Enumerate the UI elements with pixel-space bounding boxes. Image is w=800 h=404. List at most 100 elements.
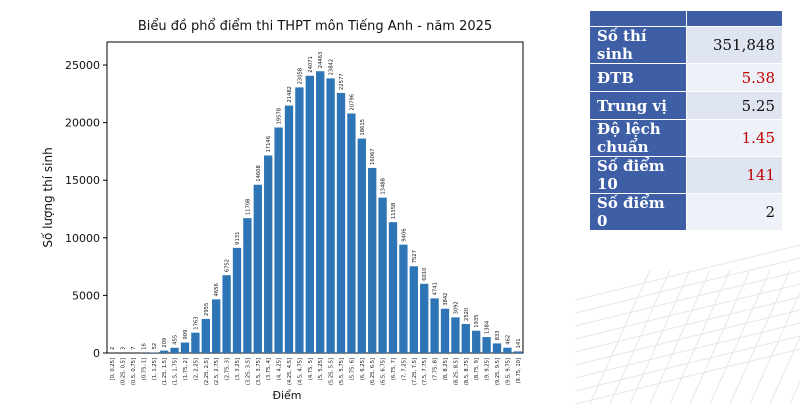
x-tick-label: (0.5, 0.75] [131, 358, 137, 385]
x-tick-label: (1.25, 1.5] [162, 358, 168, 385]
bar-value-label: 209 [162, 338, 168, 348]
bar-value-label: 18615 [360, 119, 366, 136]
x-tick-label: (3.5, 3.75] [256, 358, 262, 385]
bar-value-label: 2 [110, 347, 116, 350]
bar [149, 352, 158, 353]
x-tick-label: (4.75, 5] [308, 358, 314, 380]
y-tick-label: 15000 [65, 174, 100, 187]
bar-value-label: 23842 [329, 59, 335, 76]
bar [492, 343, 502, 353]
x-tick-label: (6, 6.25] [360, 358, 366, 380]
x-tick-label: (3, 3.25] [235, 358, 241, 380]
x-tick-label: (5.5, 5.75] [339, 358, 345, 385]
bar [180, 342, 190, 353]
bar [399, 244, 408, 353]
bar [253, 184, 262, 353]
stat-label: Số điểm 10 [589, 156, 687, 194]
bar-value-label: 3 [121, 347, 127, 350]
x-tick-label: (4.25, 4.5] [287, 358, 293, 385]
bar [503, 347, 512, 353]
x-tick-label: (4, 4.25] [277, 358, 283, 380]
x-tick-label: (8, 8.25] [443, 358, 449, 380]
bar [305, 75, 314, 354]
bar [232, 247, 242, 353]
bar-value-label: 1384 [485, 320, 491, 334]
bar-value-label: 20796 [349, 94, 355, 111]
bar-value-label: 455 [173, 335, 179, 345]
stat-label: Số điểm 0 [589, 193, 687, 231]
bar [409, 266, 418, 353]
bar-value-label: 19578 [277, 108, 283, 125]
y-tick-label: 20000 [65, 117, 100, 130]
stat-label: Độ lệch chuẩn [589, 119, 687, 157]
bar [274, 127, 283, 353]
bar [160, 350, 169, 353]
bar [212, 299, 221, 353]
bar [461, 323, 470, 353]
bar [420, 283, 429, 353]
table-row: ĐTB 5.38 [589, 63, 783, 92]
x-tick-label: (2.25, 2.5] [204, 358, 210, 385]
x-tick-label: (1.5, 1.75] [173, 358, 179, 385]
x-tick-label: (5.75, 6] [349, 358, 355, 380]
stat-label: Trung vị [589, 91, 687, 120]
x-tick-label: (0.25, 0.5] [121, 358, 127, 385]
x-tick-label: (6.5, 6.75] [381, 358, 387, 385]
bar-value-label: 11358 [391, 203, 397, 220]
bar-value-label: 24071 [308, 56, 314, 73]
y-tick-label: 5000 [72, 289, 100, 302]
bar [264, 155, 273, 353]
x-tick-label: (4.5, 4.75] [297, 358, 303, 385]
stat-value: 141 [685, 156, 783, 194]
table-row: Độ lệch chuẩn 1.45 [589, 119, 783, 157]
bar [513, 351, 522, 353]
y-tick-label: 0 [93, 347, 100, 360]
x-tick-label: [0, 0.25] [110, 358, 116, 380]
bar-value-label: 24463 [318, 52, 324, 69]
x-tick-label: (9.25, 9.5] [495, 358, 501, 385]
bar-value-label: 462 [505, 335, 511, 345]
bar [347, 113, 356, 353]
bar [326, 78, 335, 353]
bar [191, 332, 200, 353]
x-tick-label: (6.25, 6.5] [370, 358, 376, 385]
bar-value-label: 909 [183, 330, 189, 340]
bar [430, 298, 439, 353]
bar-value-label: 9131 [235, 232, 241, 245]
bar-value-label: 16 [141, 343, 147, 350]
bar-value-label: 7527 [412, 250, 418, 263]
bar [451, 317, 460, 353]
bar-value-label: 3842 [443, 293, 449, 306]
x-tick-label: (8.5, 8.75] [464, 358, 470, 385]
bar-value-label: 9406 [401, 228, 407, 241]
bar [388, 222, 398, 353]
bar [472, 330, 481, 353]
stat-label: Số thí sinh [589, 26, 687, 64]
bar-value-label: 3092 [453, 301, 459, 314]
bar [201, 318, 210, 353]
table-header-cell [589, 10, 687, 27]
x-tick-label: (9.5, 9.75] [505, 358, 511, 385]
bar [284, 105, 294, 353]
x-tick-label: (3.75, 4] [266, 358, 272, 380]
bar-value-label: 6752 [225, 259, 231, 272]
bar-value-label: 23058 [297, 68, 303, 85]
plot-frame [106, 41, 524, 354]
table-header-cell [685, 10, 783, 27]
table-row: Số điểm 10 141 [589, 156, 783, 194]
y-axis-label: Số lượng thí sinh [41, 147, 55, 247]
stat-value: 2 [685, 193, 783, 231]
score-distribution-chart: Biểu đồ phổ điểm thi THPT môn Tiếng Anh … [35, 8, 551, 402]
x-tick-label: (6.75, 7] [391, 358, 397, 380]
x-tick-label: (7.75, 8] [433, 358, 439, 380]
bar [368, 167, 377, 353]
x-tick-label: (8.75, 9] [474, 358, 480, 380]
bar-value-label: 2520 [464, 308, 470, 321]
stat-value: 1.45 [685, 119, 783, 157]
x-axis-label: Điểm [272, 389, 301, 402]
bar-value-label: 21482 [287, 86, 293, 103]
bar-value-label: 4656 [214, 283, 220, 296]
x-tick-label: (7.25, 7.5] [412, 358, 418, 385]
chart-title: Biểu đồ phổ điểm thi THPT môn Tiếng Anh … [138, 19, 492, 34]
